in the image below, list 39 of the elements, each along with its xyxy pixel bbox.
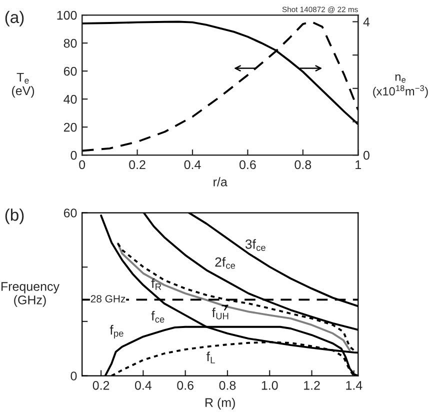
y-tick-label: 100 bbox=[57, 10, 77, 20]
text: (a) bbox=[5, 10, 24, 26]
x-tick-label: 1.0 bbox=[262, 380, 278, 390]
annotation: f$_{R}$ bbox=[151, 278, 162, 290]
annotation: f$_{L}$ bbox=[206, 352, 215, 364]
y-tick-label: 60 bbox=[64, 66, 77, 76]
y2-tick-label: 4 bbox=[363, 18, 370, 26]
y2-axis-title: n$_{e}$ (x10$^{18}$m$^{−3}$) bbox=[373, 74, 428, 98]
x-tick-label: 0.6 bbox=[177, 380, 194, 390]
line-series bbox=[82, 20, 358, 152]
x-tick-label: 0.4 bbox=[184, 160, 201, 170]
y2-tick-label: 0 bbox=[363, 150, 370, 160]
x-tick-label: 0 bbox=[79, 160, 86, 170]
y-tick-label: 80 bbox=[64, 38, 77, 48]
x-tick-label: 0.8 bbox=[294, 160, 312, 170]
y-tick-label: 0 bbox=[70, 150, 77, 160]
y-axis-title: T$_{e}$ (eV) bbox=[12, 72, 34, 98]
annotation: 2f$_{ce}$ bbox=[215, 257, 236, 269]
x-tick-label: 1 bbox=[356, 160, 361, 169]
x-tick-label: 0.4 bbox=[134, 380, 152, 390]
y-tick-label: 40 bbox=[64, 94, 77, 104]
x-tick-label: 0.2 bbox=[129, 160, 146, 170]
y-axis-title: Frequency (GHz) bbox=[1, 282, 60, 307]
x-tick-label: 0.2 bbox=[92, 380, 110, 390]
x-tick-label: 0.6 bbox=[240, 160, 256, 170]
annotation: f$_{pe}$ bbox=[110, 324, 124, 338]
x-tick-label: 1.4 bbox=[346, 381, 362, 390]
annotation: f$_{ce}$ bbox=[151, 310, 164, 323]
x-axis-title: R (m) bbox=[206, 398, 235, 410]
x-tick-label: 0.8 bbox=[219, 380, 236, 390]
text: (b) bbox=[5, 208, 24, 224]
ref-line-label: 28 GHz bbox=[90, 295, 126, 302]
annotation: f$_{UH}$ bbox=[212, 308, 228, 320]
y-tick-label: 0 bbox=[70, 372, 77, 380]
x-axis-title: r/a bbox=[214, 177, 228, 186]
y-tick-label: 60 bbox=[64, 208, 77, 218]
annotation: 3f$_{ce}$ bbox=[245, 239, 266, 251]
y-tick-label: 20 bbox=[64, 122, 77, 132]
x-tick-label: 1.2 bbox=[304, 380, 320, 390]
